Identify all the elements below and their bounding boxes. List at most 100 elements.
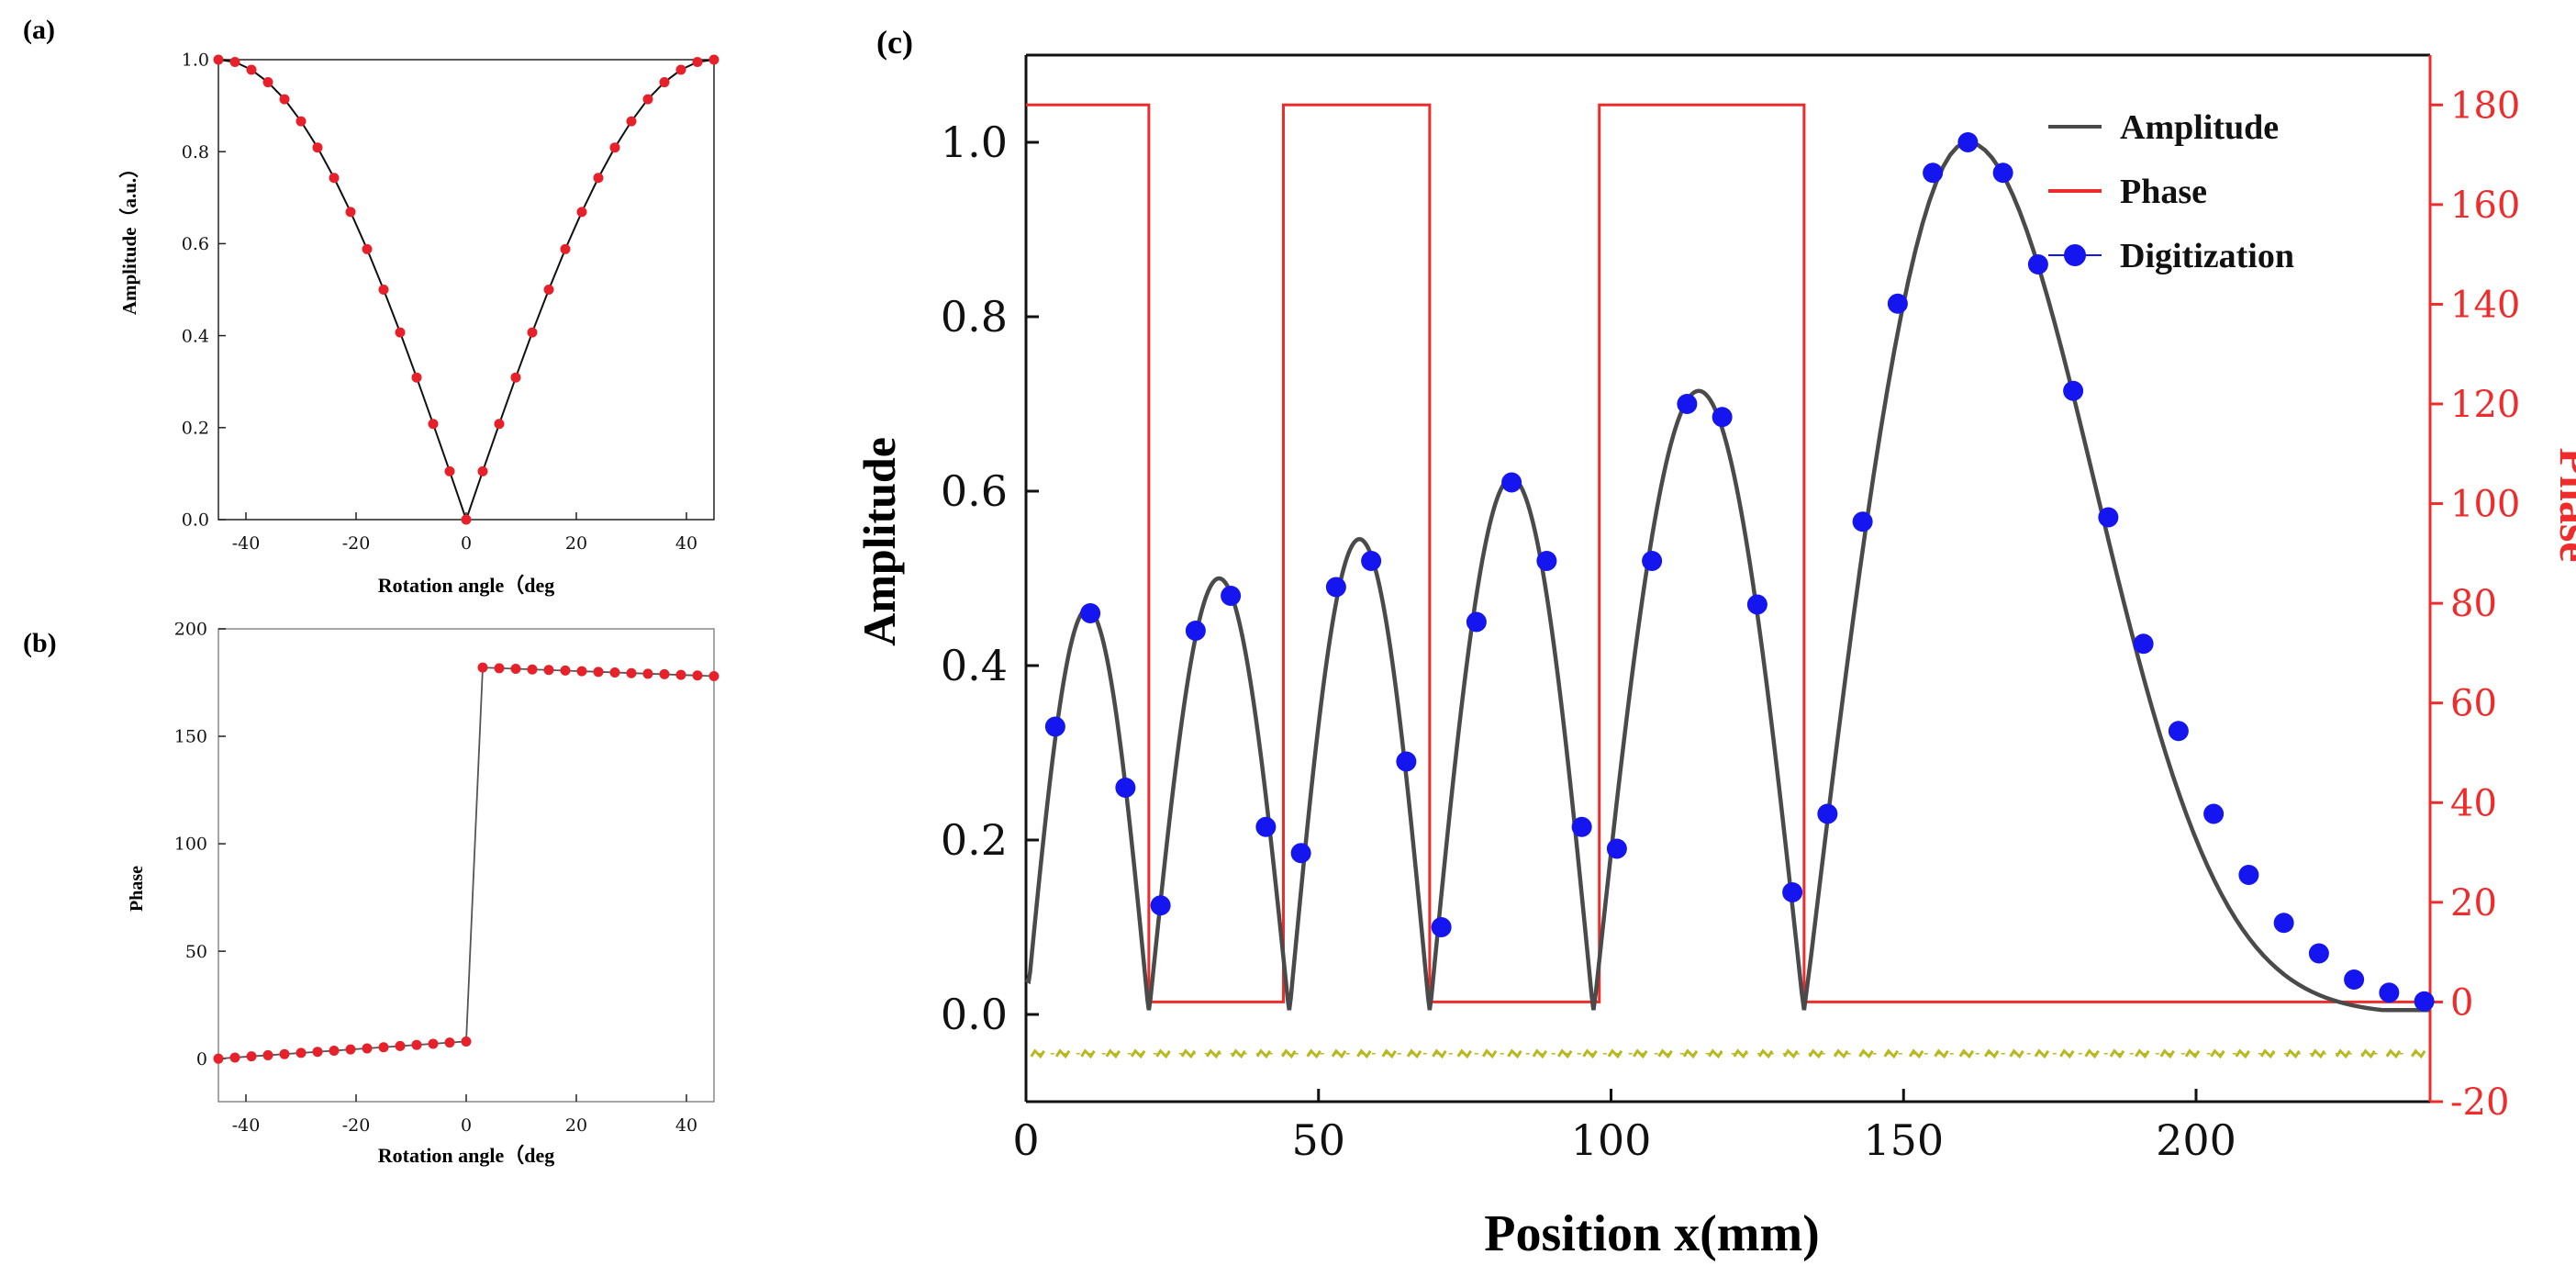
amplitude-curve <box>1024 140 2430 1013</box>
y-tick-label: 0.8 <box>941 292 1008 342</box>
y-tick-label: 0.8 <box>182 142 209 162</box>
digitization-point <box>1957 132 1979 152</box>
panel-b-plot: -40 -20 0 20 40 0 50 100 150 200 <box>174 620 719 1136</box>
panel-b: (b) Phase Rotation angle（deg -40 -20 0 20 40… <box>23 620 719 1167</box>
data-point <box>444 1037 455 1048</box>
digitization-point <box>1290 843 1311 864</box>
data-point <box>229 57 240 68</box>
y-tick-label: 150 <box>174 727 207 747</box>
amplitude-curve <box>217 59 715 523</box>
data-point <box>378 285 389 295</box>
data-point <box>543 285 554 295</box>
x-tick-label: 0 <box>461 1115 472 1136</box>
data-point <box>428 419 439 430</box>
data-point <box>659 77 670 88</box>
x-tick-label: -20 <box>342 533 371 554</box>
digitization-point <box>1571 816 1592 837</box>
digitization-point <box>1887 293 1908 314</box>
digitization-point <box>1782 882 1803 902</box>
panel-b-label: (b) <box>23 628 57 658</box>
y2-tick-label: 100 <box>2450 484 2520 526</box>
x-tick-label: 40 <box>675 533 697 554</box>
digitization-point <box>2027 254 2048 274</box>
y2-tick-label: 40 <box>2450 782 2497 824</box>
y-tick-label: 1.0 <box>941 118 1008 167</box>
y-tick-label: 0 <box>196 1049 207 1070</box>
digitization-point <box>1712 407 1733 428</box>
data-point <box>560 243 571 254</box>
y-tick-label: 0.6 <box>941 466 1008 516</box>
data-point <box>659 668 670 679</box>
x-tick-label: 100 <box>1571 1115 1652 1165</box>
legend-label: Amplitude <box>2120 108 2279 147</box>
phase-line <box>1026 103 2430 1003</box>
digitization-point <box>1536 551 1557 571</box>
data-point <box>642 668 653 679</box>
data-point <box>477 662 488 673</box>
baseline-marker <box>1934 1048 1949 1059</box>
y2-tick-label: 140 <box>2450 284 2520 326</box>
data-point <box>576 207 587 218</box>
legend: Amplitude Phase Digitization <box>2048 108 2294 275</box>
legend-label: Phase <box>2120 173 2207 211</box>
baseline-marker <box>2135 1048 2150 1059</box>
digitization-point <box>2168 721 2189 742</box>
data-point <box>444 465 455 476</box>
data-point <box>461 1036 472 1047</box>
digitization-point <box>1852 511 1873 532</box>
data-point <box>296 116 307 127</box>
panel-a-ylabel: Amplitude（a.u.） <box>118 159 140 315</box>
data-point <box>510 372 521 383</box>
x-tick-label: 200 <box>2156 1115 2236 1165</box>
data-point <box>543 665 554 676</box>
y2-tick-label: 180 <box>2450 84 2520 127</box>
data-point <box>345 207 356 218</box>
y-tick-label: 0.4 <box>182 326 209 346</box>
digitization-point <box>1642 551 1663 571</box>
y2-tick-label: 60 <box>2450 683 2497 725</box>
digitization-point <box>2133 633 2154 655</box>
data-point <box>312 1047 323 1058</box>
data-point <box>494 663 505 674</box>
digitization-point <box>1044 716 1065 737</box>
data-point <box>527 664 538 675</box>
x-tick-label: -40 <box>232 1115 261 1136</box>
baseline-marker <box>1582 1048 1598 1059</box>
x-tick-label: -40 <box>232 533 261 554</box>
data-point <box>560 665 571 676</box>
data-point <box>246 1051 257 1062</box>
panel-a-xlabel: Rotation angle（deg <box>378 574 555 597</box>
legend-marker <box>2064 244 2086 266</box>
digitization-point <box>2414 991 2435 1012</box>
digitization-point <box>2098 507 2119 528</box>
y2-tick-label: 0 <box>2450 981 2473 1024</box>
digitization-point <box>1080 603 1101 623</box>
data-point <box>229 1052 240 1063</box>
panel-b-ylabel: Phase <box>127 866 147 912</box>
digitization-point <box>1431 917 1452 937</box>
digitization-point <box>1746 594 1768 615</box>
data-point <box>593 173 604 184</box>
data-point <box>296 1047 307 1059</box>
x-tick-label: 150 <box>1863 1115 1944 1165</box>
digitization-point <box>1501 472 1522 493</box>
panel-c-xlabel: Position x(mm) <box>1484 1205 1820 1262</box>
data-point <box>609 142 620 153</box>
digitization-point <box>2308 943 2329 964</box>
digitization-point <box>1923 162 1944 184</box>
panel-c-label: (c) <box>876 24 913 61</box>
legend-label: Digitization <box>2120 237 2294 275</box>
y-tick-label: 0.4 <box>941 641 1008 690</box>
data-point <box>262 1049 273 1060</box>
digitization-point <box>2379 982 2400 1003</box>
data-point <box>213 54 224 65</box>
data-point <box>626 667 637 678</box>
panel-a: (a) Amplitude（a.u.） Rotation angle（deg -… <box>23 15 719 597</box>
panel-a-plot: -40 -20 0 20 40 0.0 0.2 0.4 0.6 0.8 1.0 <box>182 50 719 554</box>
data-point <box>708 671 719 681</box>
data-point <box>411 372 422 383</box>
panel-b-xlabel: Rotation angle（deg <box>378 1144 555 1167</box>
baseline-marker <box>1381 1048 1397 1059</box>
phase-curve <box>217 667 715 1060</box>
